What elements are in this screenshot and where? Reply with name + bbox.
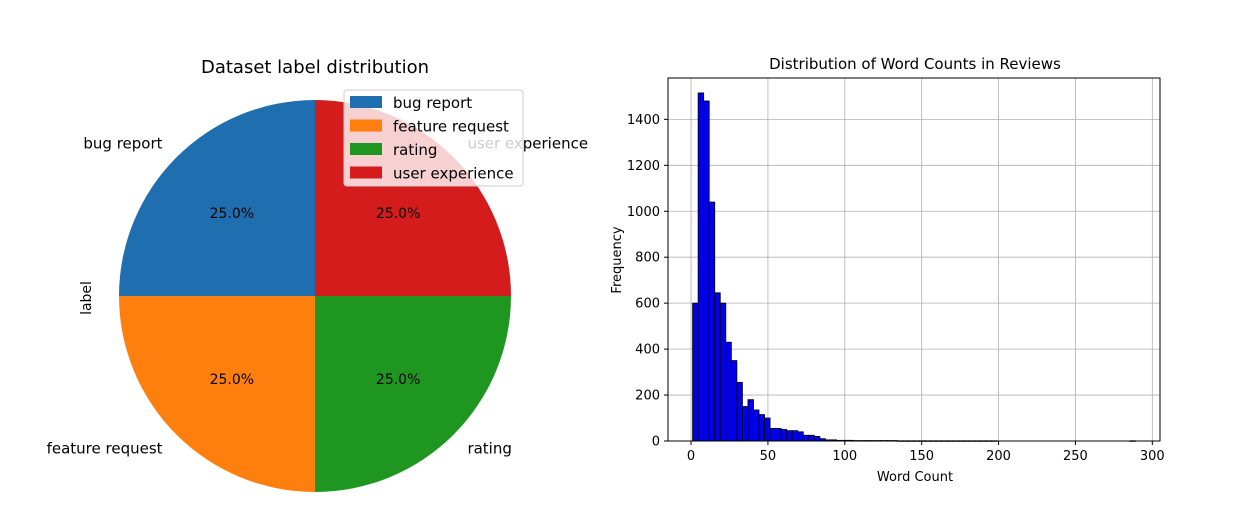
- histogram-bar: [692, 302, 699, 442]
- legend-entry-bug-report: bug report: [393, 94, 472, 112]
- histogram-bar: [758, 414, 765, 442]
- histogram-bar: [769, 427, 777, 442]
- pie-label-bug-report: bug report: [83, 135, 162, 153]
- histogram-bar: [730, 360, 738, 442]
- histogram-bar: [791, 430, 799, 442]
- pie-slice-rating: [315, 296, 511, 492]
- histogram-chart: Distribution of Word Counts in Reviews 0…: [610, 55, 1165, 485]
- pie-label-rating: rating: [467, 439, 511, 457]
- pie-slice-feature-request: [119, 296, 315, 492]
- histogram-bar: [719, 302, 727, 442]
- x-tick-label: 100: [832, 449, 857, 464]
- x-tick-label: 200: [986, 449, 1011, 464]
- histogram-bar: [703, 100, 710, 442]
- histogram-bar: [736, 382, 743, 442]
- x-tick-label: 0: [687, 449, 695, 464]
- y-tick-label: 1400: [627, 113, 660, 128]
- histogram-bar: [747, 399, 754, 442]
- pie-label-feature-request: feature request: [47, 439, 163, 457]
- x-tick-label: 250: [1063, 449, 1088, 464]
- hist-xlabel: Word Count: [877, 470, 953, 485]
- pie-pct-label-bug-report: 25.0%: [210, 206, 254, 222]
- pie-pct-label-user-experience: 25.0%: [376, 206, 420, 222]
- legend-entry-user-experience: user experience: [393, 165, 514, 183]
- y-tick-label: 1000: [627, 205, 660, 220]
- y-tick-label: 0: [652, 435, 660, 450]
- histogram-bar: [714, 292, 721, 442]
- hist-axes-frame: [667, 77, 1161, 442]
- histogram-bar: [708, 201, 716, 442]
- legend-swatch-rating: [350, 143, 382, 155]
- legend-swatch-bug-report: [350, 96, 382, 108]
- pie-pct-label-feature-request: 25.0%: [210, 372, 254, 388]
- legend-frame: [343, 89, 524, 187]
- histogram-bar: [786, 430, 793, 442]
- pie-legend: bug report feature request rating user expe…: [343, 89, 524, 187]
- histogram-bar: [775, 427, 782, 442]
- histogram-bar: [808, 434, 815, 442]
- histogram-bar: [697, 92, 705, 442]
- histogram-bar: [780, 429, 788, 442]
- legend-entry-rating: rating: [393, 141, 437, 159]
- x-tick-label: 300: [1140, 449, 1165, 464]
- histogram-bar: [753, 409, 760, 442]
- y-tick-label: 400: [635, 343, 660, 358]
- histogram-bar: [764, 417, 771, 442]
- hist-ylabel: Frequency: [610, 226, 625, 293]
- histogram-bar: [742, 406, 749, 442]
- legend-swatch-feature-request: [350, 119, 382, 132]
- x-tick-label: 150: [909, 449, 934, 464]
- legend-swatch-user-experience: [350, 166, 382, 179]
- y-tick-label: 800: [635, 251, 660, 266]
- pie-title: Dataset label distribution: [201, 57, 429, 78]
- histogram-bar: [797, 431, 804, 442]
- y-tick-label: 200: [635, 389, 660, 404]
- histogram-bar: [802, 434, 810, 442]
- legend-entry-feature-request: feature request: [393, 118, 509, 136]
- pie-slice-bug-report: [119, 100, 315, 296]
- y-tick-label: 1200: [627, 159, 660, 174]
- pie-chart: Dataset label distribution label 25.0% bu…: [47, 57, 588, 492]
- y-tick-label: 600: [635, 297, 660, 312]
- pie-ylabel: label: [79, 281, 95, 315]
- x-tick-label: 50: [760, 449, 777, 464]
- histogram-bar: [725, 341, 732, 442]
- histogram-bar: [813, 436, 821, 442]
- hist-title: Distribution of Word Counts in Reviews: [769, 55, 1061, 73]
- pie-pct-label-rating: 25.0%: [376, 372, 420, 388]
